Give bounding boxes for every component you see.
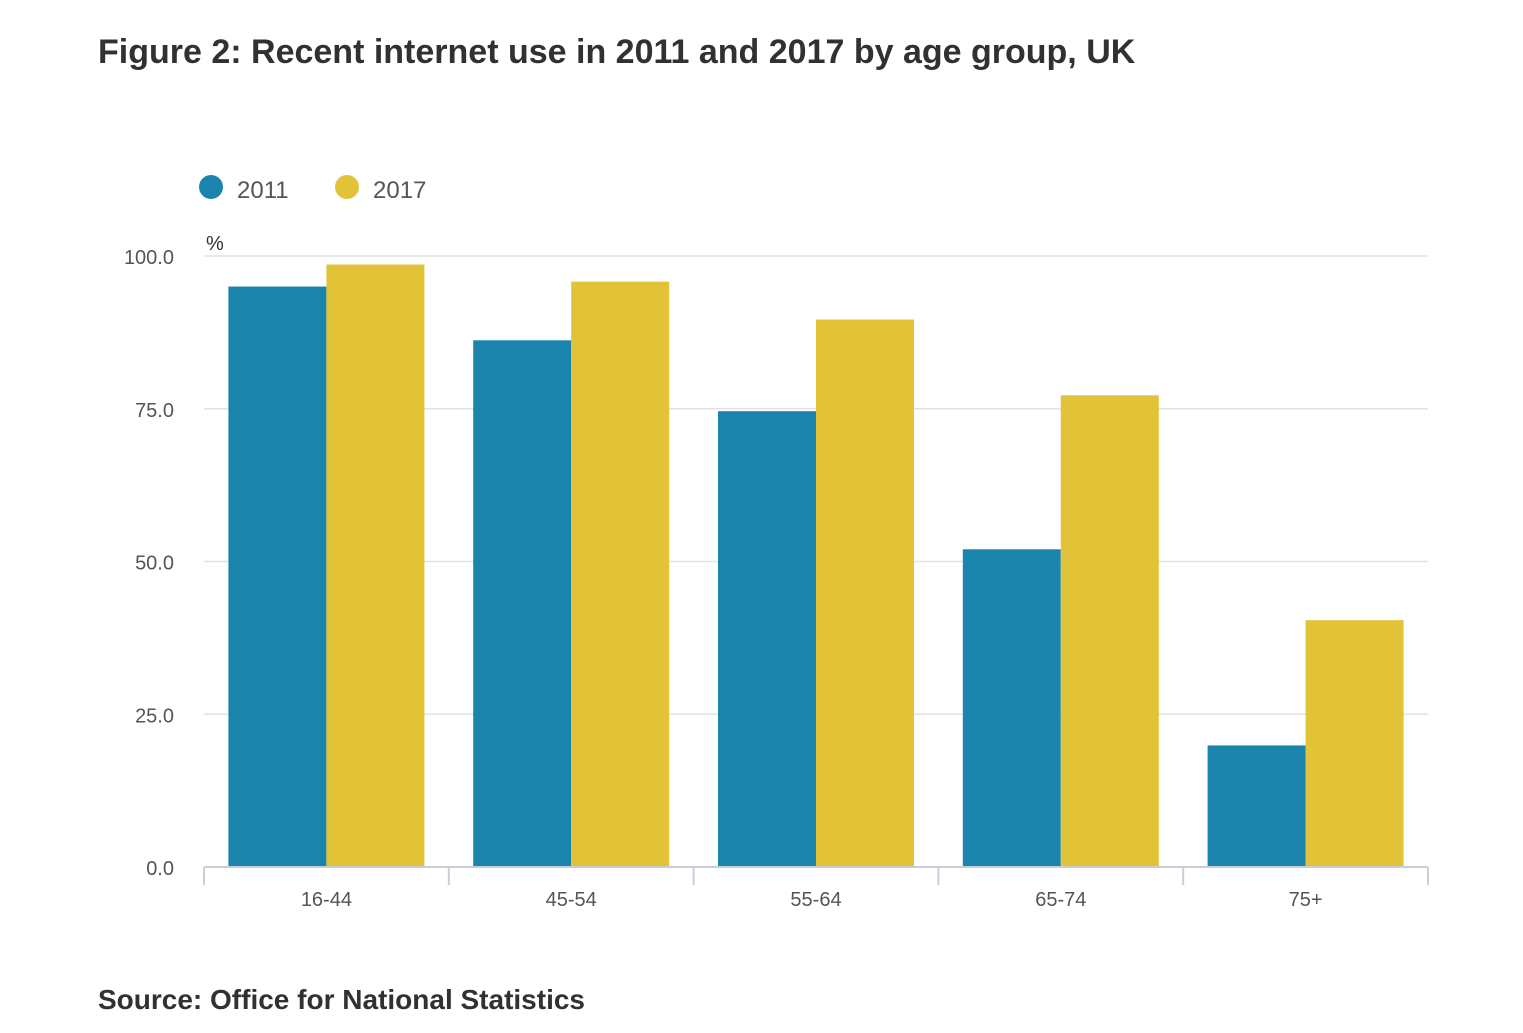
y-tick-label: 75.0 bbox=[135, 400, 174, 422]
x-tick-label: 45-54 bbox=[546, 889, 597, 911]
bar-2011-16-44[interactable]: 2011 16-44: 95 bbox=[228, 286, 327, 867]
chart-title: Figure 2: Recent internet use in 2011 an… bbox=[98, 33, 1136, 71]
bar-2017-55-64[interactable]: 2017 55-64: 89.6 bbox=[816, 319, 914, 867]
bar-2011-45-54[interactable]: 2011 45-54: 86.2 bbox=[473, 340, 572, 867]
x-tick-label: 65-74 bbox=[1035, 889, 1086, 911]
bar-2017-75+[interactable]: 2017 75+: 40.4 bbox=[1305, 620, 1404, 867]
y-tick-label: 100.0 bbox=[124, 247, 174, 269]
legend-label-2011: 2011 bbox=[237, 177, 289, 204]
legend-swatch-2011 bbox=[199, 175, 223, 199]
x-tick-label: 75+ bbox=[1289, 889, 1323, 911]
legend-swatch-2017 bbox=[335, 175, 359, 199]
legend-item-2017[interactable]: 2017 bbox=[335, 175, 426, 204]
bar-2017-16-44[interactable]: 2017 16-44: 98.6 bbox=[326, 264, 425, 868]
x-tick-label: 16-44 bbox=[301, 889, 352, 911]
bar-2011-75+[interactable]: 2011 75+: 19.9 bbox=[1207, 745, 1306, 867]
x-axis: 16-44 45-54 55-64 65-74 75+ bbox=[203, 866, 1429, 911]
y-axis-unit-label: % bbox=[206, 233, 224, 255]
bar-2017-65-74[interactable]: 2017 65-74: 77.2 bbox=[1060, 395, 1159, 867]
source-note: Source: Office for National Statistics bbox=[98, 984, 585, 1015]
legend: 2011 2017 bbox=[199, 175, 426, 204]
bar-2017-45-54[interactable]: 2017 45-54: 95.8 bbox=[571, 281, 670, 867]
y-tick-label: 25.0 bbox=[135, 705, 174, 727]
y-tick-label: 50.0 bbox=[135, 553, 174, 575]
legend-label-2017: 2017 bbox=[373, 177, 426, 204]
y-tick-label: 0.0 bbox=[146, 858, 174, 880]
legend-item-2011[interactable]: 2011 bbox=[199, 175, 289, 204]
x-tick-label: 55-64 bbox=[790, 889, 841, 911]
y-axis-ticks: 0.0 25.0 50.0 75.0 100.0 bbox=[124, 247, 174, 880]
bar-2011-65-74[interactable]: 2011 65-74: 52 bbox=[962, 549, 1061, 867]
bars: 2011 16-44: 952017 16-44: 98.6 2011 45-54… bbox=[228, 264, 1404, 868]
bar-2011-55-64[interactable]: 2011 55-64: 74.6 bbox=[718, 411, 816, 867]
